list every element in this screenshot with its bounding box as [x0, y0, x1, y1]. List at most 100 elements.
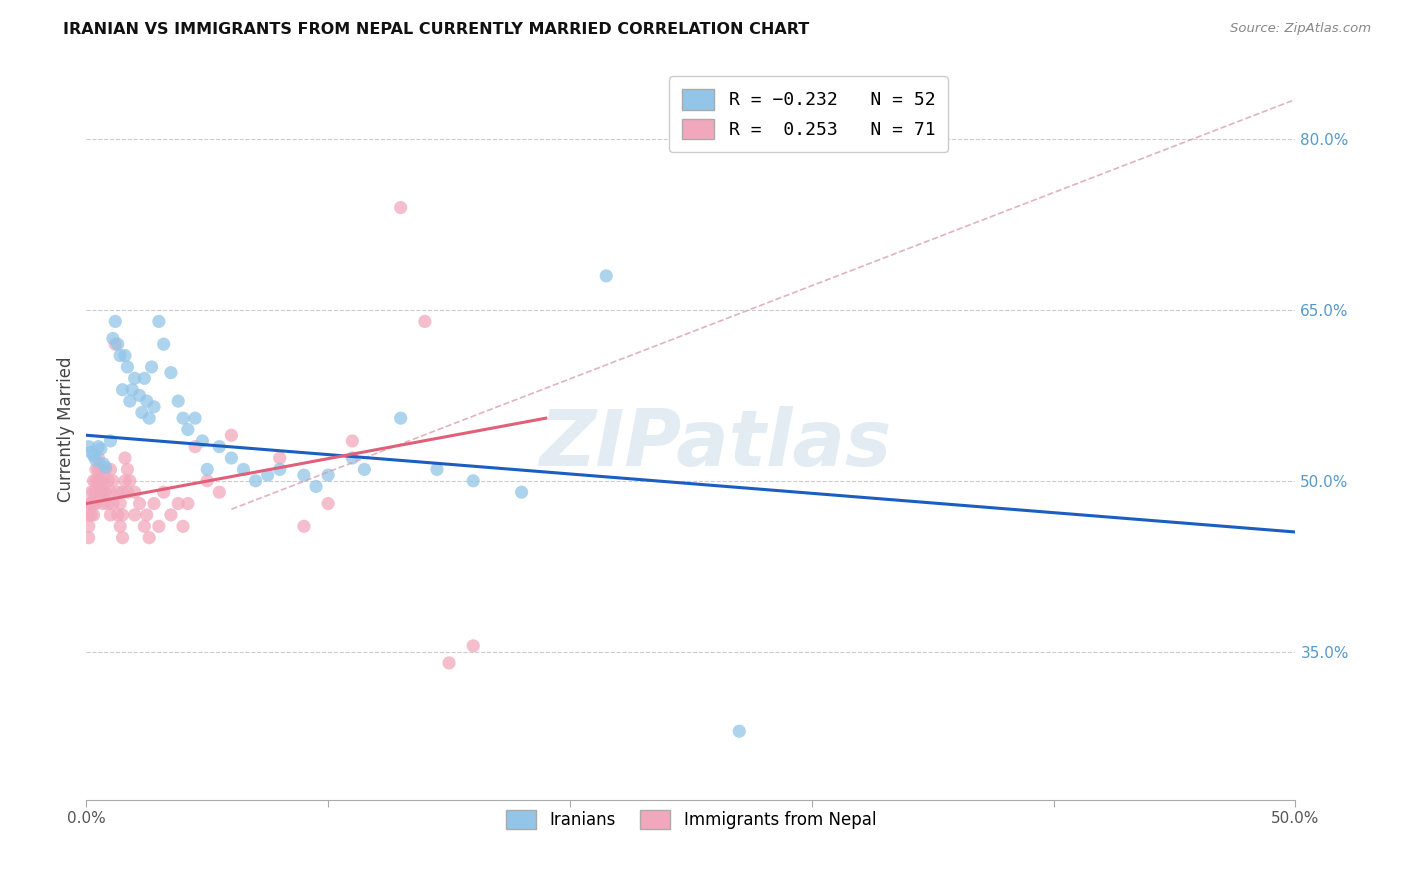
Point [184, 411, 207, 425]
Point [84, 474, 107, 488]
Point [107, 508, 129, 522]
Point [104, 337, 127, 351]
Point [90, 442, 112, 456]
Point [221, 428, 243, 442]
Point [595, 268, 617, 283]
Point [138, 531, 160, 545]
Point [256, 468, 278, 483]
Point [177, 423, 200, 437]
Point [114, 450, 136, 465]
Point [90, 474, 112, 488]
Point [208, 485, 231, 500]
Point [172, 519, 194, 533]
Point [191, 434, 214, 448]
Point [91, 497, 114, 511]
Point [84, 462, 107, 476]
Point [117, 462, 139, 476]
Point [269, 450, 291, 465]
Point [83, 449, 105, 463]
Point [148, 314, 170, 328]
Point [143, 497, 166, 511]
Point [101, 474, 124, 488]
Point [177, 497, 200, 511]
Point [172, 411, 194, 425]
Point [121, 383, 143, 397]
Point [128, 497, 150, 511]
Point [117, 485, 139, 500]
Point [342, 450, 364, 465]
Point [128, 388, 150, 402]
Point [292, 519, 315, 533]
Point [143, 400, 166, 414]
Point [118, 394, 141, 409]
Point [90, 485, 112, 500]
Text: ZIPatlas: ZIPatlas [538, 407, 891, 483]
Point [131, 405, 153, 419]
Point [83, 497, 105, 511]
Point [84, 497, 107, 511]
Y-axis label: Currently Married: Currently Married [58, 357, 75, 502]
Point [111, 383, 134, 397]
Point [77, 440, 100, 454]
Point [195, 474, 218, 488]
Point [100, 434, 122, 448]
Point [94, 485, 117, 500]
Point [91, 474, 114, 488]
Point [114, 349, 136, 363]
Point [100, 508, 122, 522]
Point [80, 508, 103, 522]
Point [389, 201, 412, 215]
Point [437, 656, 460, 670]
Point [426, 462, 449, 476]
Point [108, 519, 131, 533]
Point [87, 440, 110, 454]
Point [118, 474, 141, 488]
Point [305, 479, 328, 493]
Point [107, 337, 129, 351]
Point [463, 639, 485, 653]
Point [108, 497, 131, 511]
Point [97, 497, 120, 511]
Point [269, 462, 291, 476]
Point [80, 485, 103, 500]
Point [728, 724, 751, 739]
Point [124, 371, 146, 385]
Point [104, 314, 127, 328]
Point [152, 485, 174, 500]
Point [316, 497, 339, 511]
Point [83, 485, 105, 500]
Point [152, 337, 174, 351]
Text: Source: ZipAtlas.com: Source: ZipAtlas.com [1230, 22, 1371, 36]
Point [91, 485, 114, 500]
Point [135, 508, 157, 522]
Point [134, 519, 156, 533]
Point [160, 508, 183, 522]
Point [413, 314, 436, 328]
Point [148, 519, 170, 533]
Point [94, 462, 117, 476]
Text: IRANIAN VS IMMIGRANTS FROM NEPAL CURRENTLY MARRIED CORRELATION CHART: IRANIAN VS IMMIGRANTS FROM NEPAL CURRENT… [63, 22, 810, 37]
Point [84, 485, 107, 500]
Point [114, 474, 136, 488]
Point [138, 411, 160, 425]
Point [100, 485, 122, 500]
Point [87, 474, 110, 488]
Point [316, 468, 339, 483]
Point [208, 440, 231, 454]
Point [135, 394, 157, 409]
Point [167, 394, 190, 409]
Point [77, 497, 100, 511]
Point [77, 531, 100, 545]
Point [167, 497, 190, 511]
Point [111, 485, 134, 500]
Point [77, 519, 100, 533]
Point [134, 371, 156, 385]
Point [97, 474, 120, 488]
Point [101, 497, 124, 511]
Point [84, 453, 107, 467]
Point [77, 508, 100, 522]
Point [353, 462, 375, 476]
Point [80, 497, 103, 511]
Point [90, 462, 112, 476]
Point [195, 462, 218, 476]
